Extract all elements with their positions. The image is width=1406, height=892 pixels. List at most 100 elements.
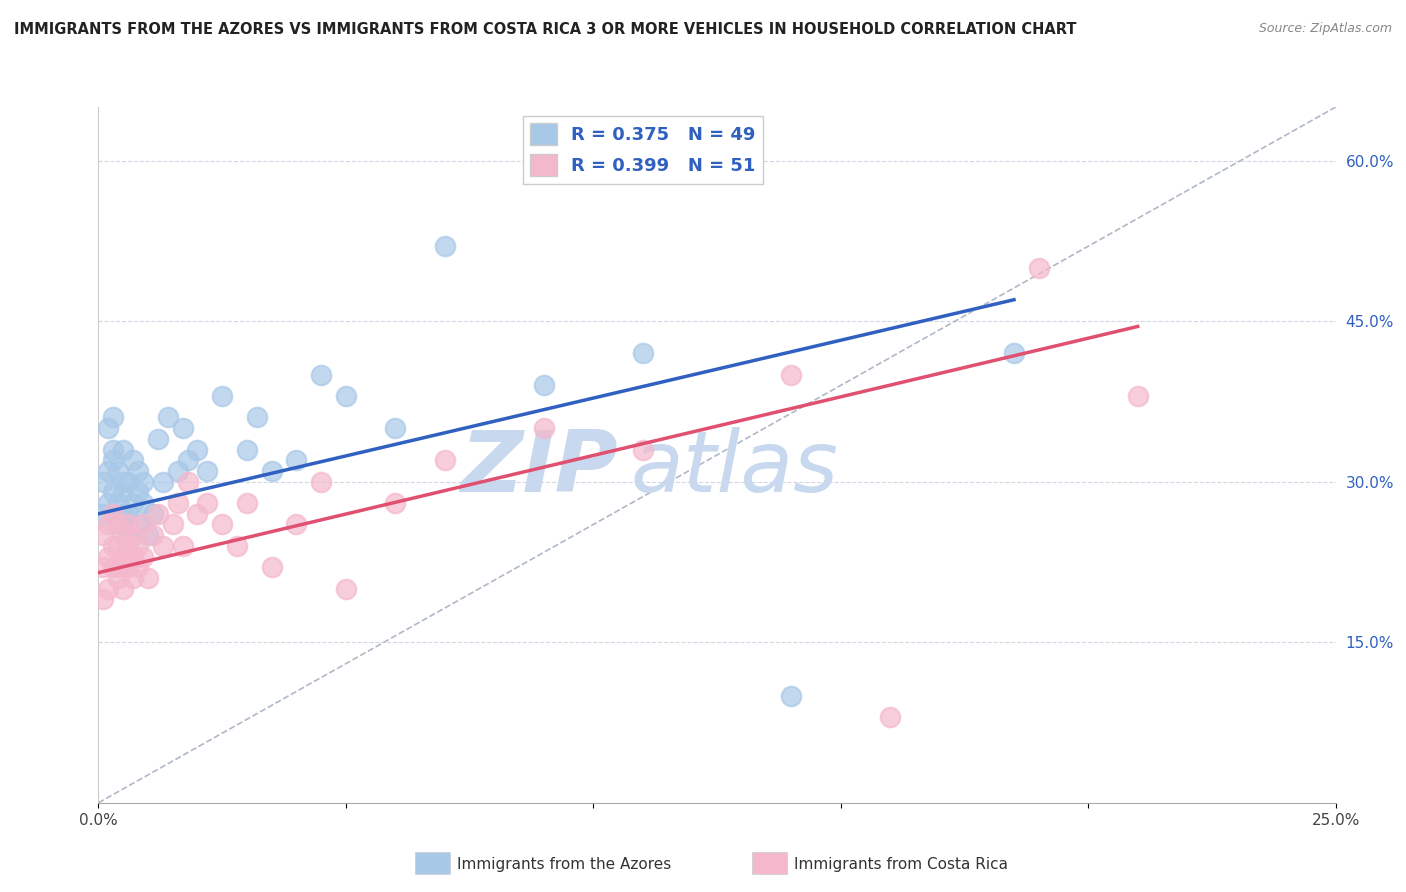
Point bbox=[172, 421, 194, 435]
Point bbox=[122, 453, 145, 467]
Point bbox=[112, 549, 135, 564]
Point bbox=[107, 571, 129, 585]
Point bbox=[103, 410, 125, 425]
Text: Immigrants from Costa Rica: Immigrants from Costa Rica bbox=[794, 857, 1008, 871]
Point bbox=[112, 485, 135, 500]
Point bbox=[152, 539, 174, 553]
Point bbox=[186, 442, 208, 457]
Point bbox=[166, 496, 188, 510]
Point bbox=[236, 496, 259, 510]
Point bbox=[226, 539, 249, 553]
Point bbox=[132, 549, 155, 564]
Point bbox=[780, 689, 803, 703]
Point bbox=[93, 475, 115, 489]
Point bbox=[533, 378, 555, 392]
Point bbox=[195, 496, 218, 510]
Point bbox=[117, 517, 139, 532]
Text: Source: ZipAtlas.com: Source: ZipAtlas.com bbox=[1258, 22, 1392, 36]
Point bbox=[117, 507, 139, 521]
Point bbox=[103, 507, 125, 521]
Point bbox=[107, 517, 129, 532]
Point bbox=[127, 560, 149, 574]
Point bbox=[122, 496, 145, 510]
Point bbox=[93, 560, 115, 574]
Point bbox=[127, 464, 149, 478]
Point bbox=[136, 528, 159, 542]
Point bbox=[176, 453, 198, 467]
Point bbox=[112, 528, 135, 542]
Point bbox=[107, 464, 129, 478]
Point bbox=[93, 528, 115, 542]
Point bbox=[107, 539, 129, 553]
Point bbox=[97, 517, 120, 532]
Point bbox=[112, 475, 135, 489]
Point bbox=[631, 442, 654, 457]
Point bbox=[103, 539, 125, 553]
Point bbox=[97, 496, 120, 510]
Point bbox=[433, 453, 456, 467]
Point bbox=[142, 507, 165, 521]
Text: Immigrants from the Azores: Immigrants from the Azores bbox=[457, 857, 671, 871]
Point bbox=[146, 507, 169, 521]
Point bbox=[156, 410, 179, 425]
Point bbox=[260, 560, 283, 574]
Point bbox=[117, 539, 139, 553]
Point bbox=[211, 517, 233, 532]
Point bbox=[122, 571, 145, 585]
Point bbox=[335, 389, 357, 403]
Point bbox=[117, 475, 139, 489]
Point bbox=[285, 517, 308, 532]
Point bbox=[631, 346, 654, 360]
Point bbox=[93, 507, 115, 521]
Point bbox=[107, 496, 129, 510]
Point bbox=[172, 539, 194, 553]
Point bbox=[132, 517, 155, 532]
Point bbox=[132, 496, 155, 510]
Legend: R = 0.375   N = 49, R = 0.399   N = 51: R = 0.375 N = 49, R = 0.399 N = 51 bbox=[523, 116, 763, 184]
Point bbox=[309, 475, 332, 489]
Point bbox=[93, 592, 115, 607]
Point bbox=[122, 528, 145, 542]
Text: ZIP: ZIP bbox=[460, 427, 619, 510]
Point bbox=[122, 549, 145, 564]
Point bbox=[384, 496, 406, 510]
Point bbox=[335, 582, 357, 596]
Point bbox=[533, 421, 555, 435]
Point bbox=[107, 517, 129, 532]
Point bbox=[117, 560, 139, 574]
Point bbox=[112, 507, 135, 521]
Point bbox=[103, 485, 125, 500]
Point bbox=[103, 453, 125, 467]
Point bbox=[146, 432, 169, 446]
Point bbox=[1028, 260, 1050, 275]
Point bbox=[879, 710, 901, 724]
Point bbox=[1002, 346, 1025, 360]
Point bbox=[127, 485, 149, 500]
Point bbox=[112, 582, 135, 596]
Point bbox=[309, 368, 332, 382]
Point bbox=[162, 517, 184, 532]
Point bbox=[97, 549, 120, 564]
Point bbox=[176, 475, 198, 489]
Point bbox=[166, 464, 188, 478]
Point bbox=[142, 528, 165, 542]
Text: atlas: atlas bbox=[630, 427, 838, 510]
Point bbox=[195, 464, 218, 478]
Point bbox=[186, 507, 208, 521]
Point bbox=[97, 582, 120, 596]
Point bbox=[152, 475, 174, 489]
Point bbox=[97, 421, 120, 435]
Point bbox=[780, 368, 803, 382]
Point bbox=[246, 410, 269, 425]
Point bbox=[132, 475, 155, 489]
Point bbox=[127, 517, 149, 532]
Point bbox=[136, 571, 159, 585]
Point bbox=[103, 442, 125, 457]
Point bbox=[260, 464, 283, 478]
Point bbox=[127, 539, 149, 553]
Point bbox=[103, 560, 125, 574]
Point bbox=[97, 464, 120, 478]
Point bbox=[236, 442, 259, 457]
Point bbox=[433, 239, 456, 253]
Point bbox=[384, 421, 406, 435]
